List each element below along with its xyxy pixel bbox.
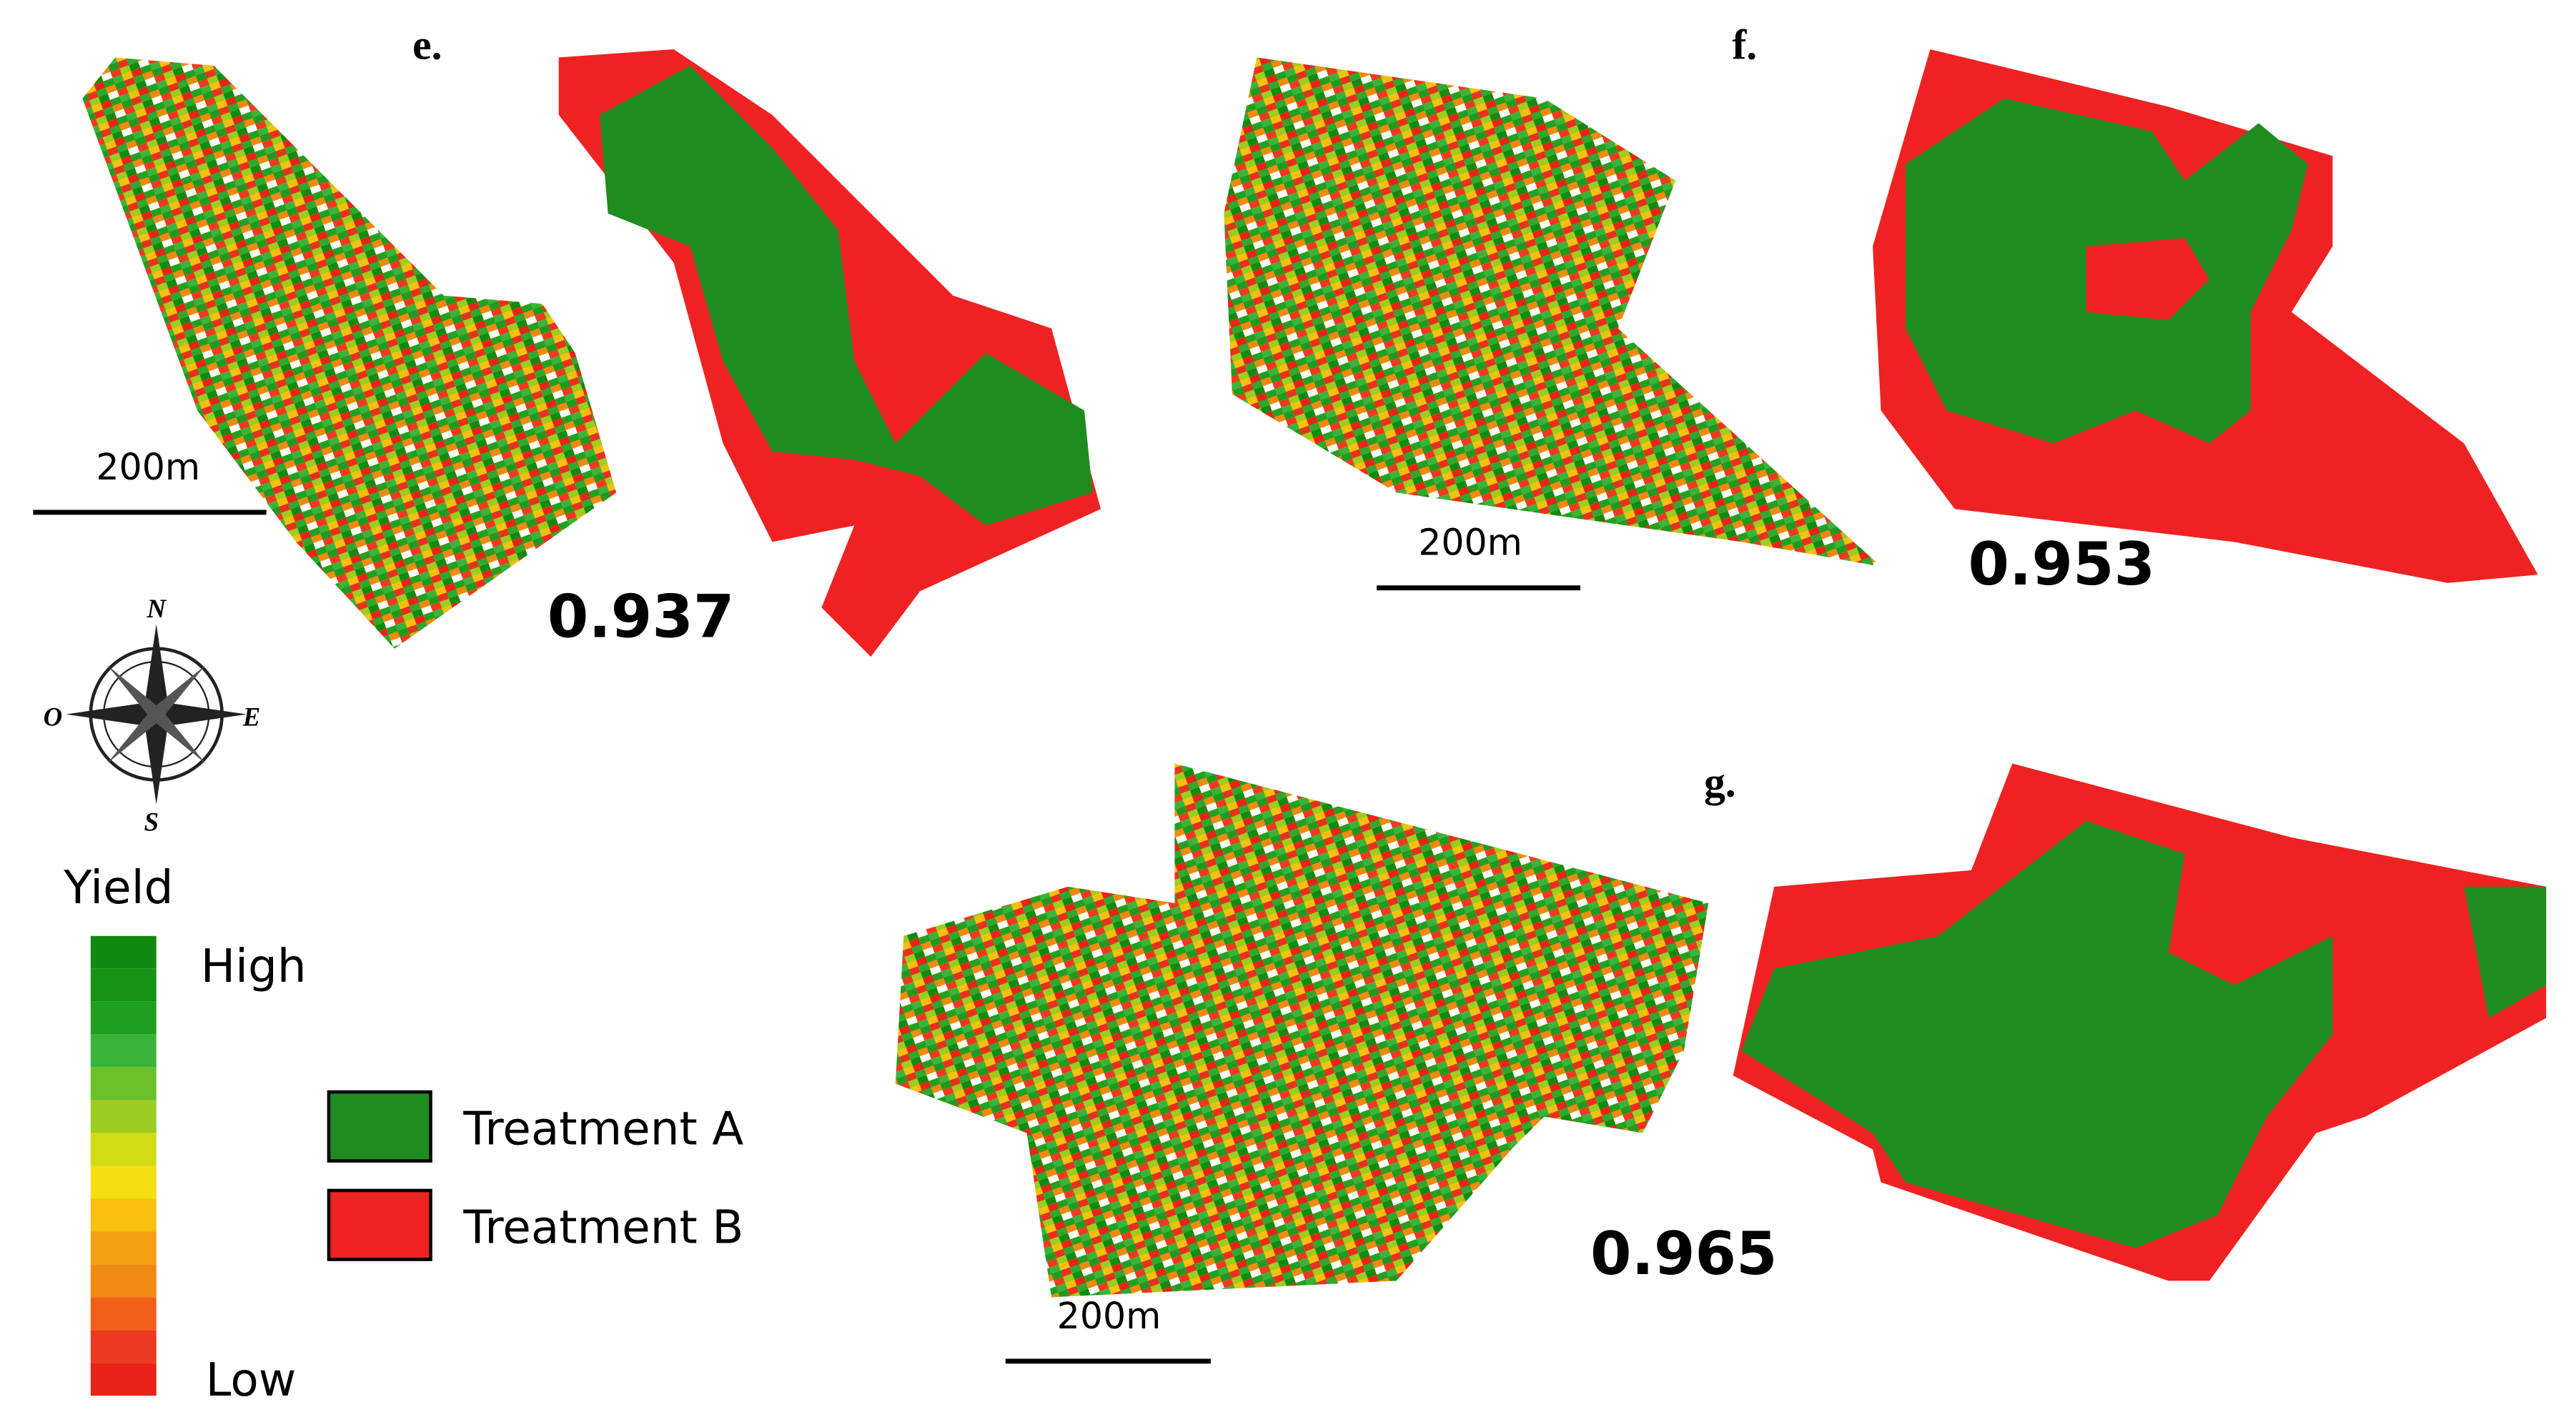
legend-low: Low [206,1353,297,1407]
score: 0.937 [548,582,735,652]
panel-label: g. [1704,758,1736,805]
yield-map [895,763,1709,1298]
legend-high: High [201,940,307,993]
legend-title: Yield [63,861,173,915]
legend-label: Treatment B [462,1201,743,1255]
panel-label: f. [1732,21,1757,69]
yield-map [82,57,617,649]
treatment-a-zone [600,65,1093,526]
yield-map [1224,57,1881,567]
scale-label: 200m [96,446,200,488]
legend-swatch [327,1090,432,1163]
treatment-b-zone [2086,238,2210,321]
compass [66,624,247,805]
compass-label: S [144,807,159,837]
score: 0.953 [1968,529,2155,599]
scale-label: 200m [1418,522,1522,564]
legend-label: Treatment A [462,1103,743,1156]
treatment-a-zone [1741,820,2333,1248]
compass-label: O [44,702,63,732]
yield-color-ramp [90,935,157,1396]
legend-swatch [327,1188,432,1261]
treatment-a-zone [2464,886,2547,1018]
compass-label: E [242,702,261,732]
panel-label: e. [412,21,442,69]
scale-label: 200m [1057,1295,1161,1337]
score: 0.965 [1590,1219,1778,1288]
compass-label: N [146,594,167,623]
